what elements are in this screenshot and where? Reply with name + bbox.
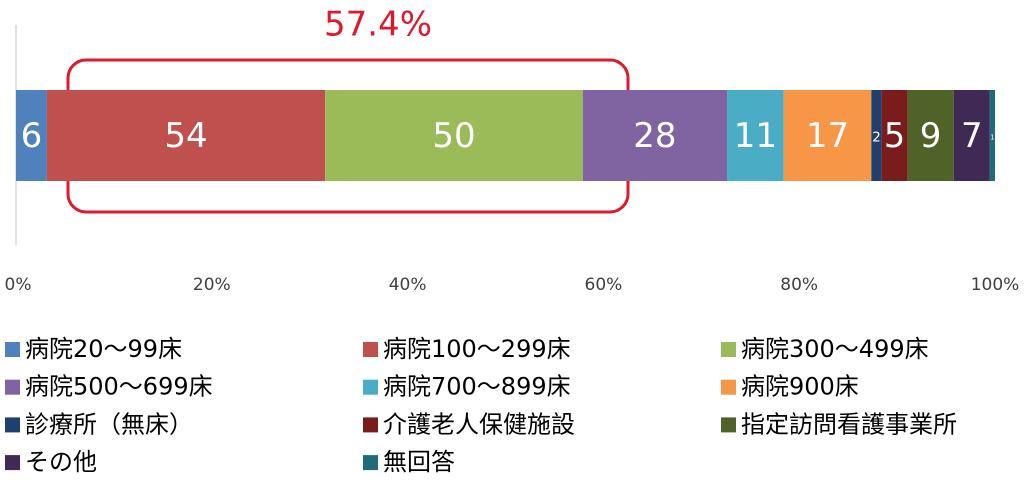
bar-segment: [907, 90, 954, 181]
annotation: 57.4%: [324, 5, 432, 45]
legend-label: 病院900床: [741, 373, 859, 401]
legend-label: その他: [25, 448, 97, 476]
data-label: 17: [806, 116, 849, 156]
bar-segment: [989, 90, 995, 181]
legend-swatch: [363, 455, 378, 471]
legend-label: 病院700〜899床: [383, 373, 571, 401]
legend-label: 介護老人保健施設: [383, 410, 575, 438]
data-label: 9: [920, 116, 942, 156]
legend-swatch: [721, 417, 736, 433]
legend-label: 病院100〜299床: [383, 335, 571, 363]
x-tick-label: 40%: [389, 275, 427, 295]
x-tick-label: 80%: [780, 275, 818, 295]
legend-swatch: [721, 379, 736, 395]
bar-segment: [46, 90, 326, 181]
data-label: 6: [21, 116, 43, 156]
x-tick-label: 60%: [585, 275, 623, 295]
x-tick-label: 20%: [193, 275, 231, 295]
bar-segment: [325, 90, 583, 181]
legend-label: 指定訪問看護事業所: [741, 410, 957, 438]
legend-swatch: [363, 379, 378, 395]
data-label: 50: [432, 116, 475, 156]
legend-swatch: [363, 342, 378, 357]
legend-swatch: [721, 342, 736, 357]
bar-segment: [582, 90, 728, 181]
bar-segment: [871, 90, 882, 181]
legend-label: 診療所（無床）: [25, 410, 193, 438]
bar-segment: [881, 90, 908, 181]
bar-segment: [16, 90, 47, 181]
legend-swatch: [5, 379, 20, 395]
bar-segment: [953, 90, 990, 181]
bar-segment: [727, 90, 784, 181]
legend-label: 病院20〜99床: [25, 335, 182, 363]
legend-swatch: [363, 417, 378, 433]
legend-swatch: [5, 417, 20, 433]
data-label: 11: [734, 116, 777, 156]
data-label: 54: [164, 116, 207, 156]
x-tick-label: 0%: [5, 275, 32, 295]
legend-label: 無回答: [383, 448, 455, 476]
legend-swatch: [5, 342, 20, 357]
data-label: 28: [633, 116, 676, 156]
legend-label: 病院500〜699床: [25, 373, 213, 401]
bar-segment: [783, 90, 872, 181]
data-label: 5: [884, 116, 905, 155]
data-label: 7: [961, 116, 983, 156]
legend-label: 病院300〜499床: [741, 335, 929, 363]
legend-swatch: [5, 455, 20, 471]
data-label: 2: [872, 131, 881, 146]
x-tick-label: 100%: [971, 275, 1020, 295]
data-label: 1: [990, 134, 994, 142]
